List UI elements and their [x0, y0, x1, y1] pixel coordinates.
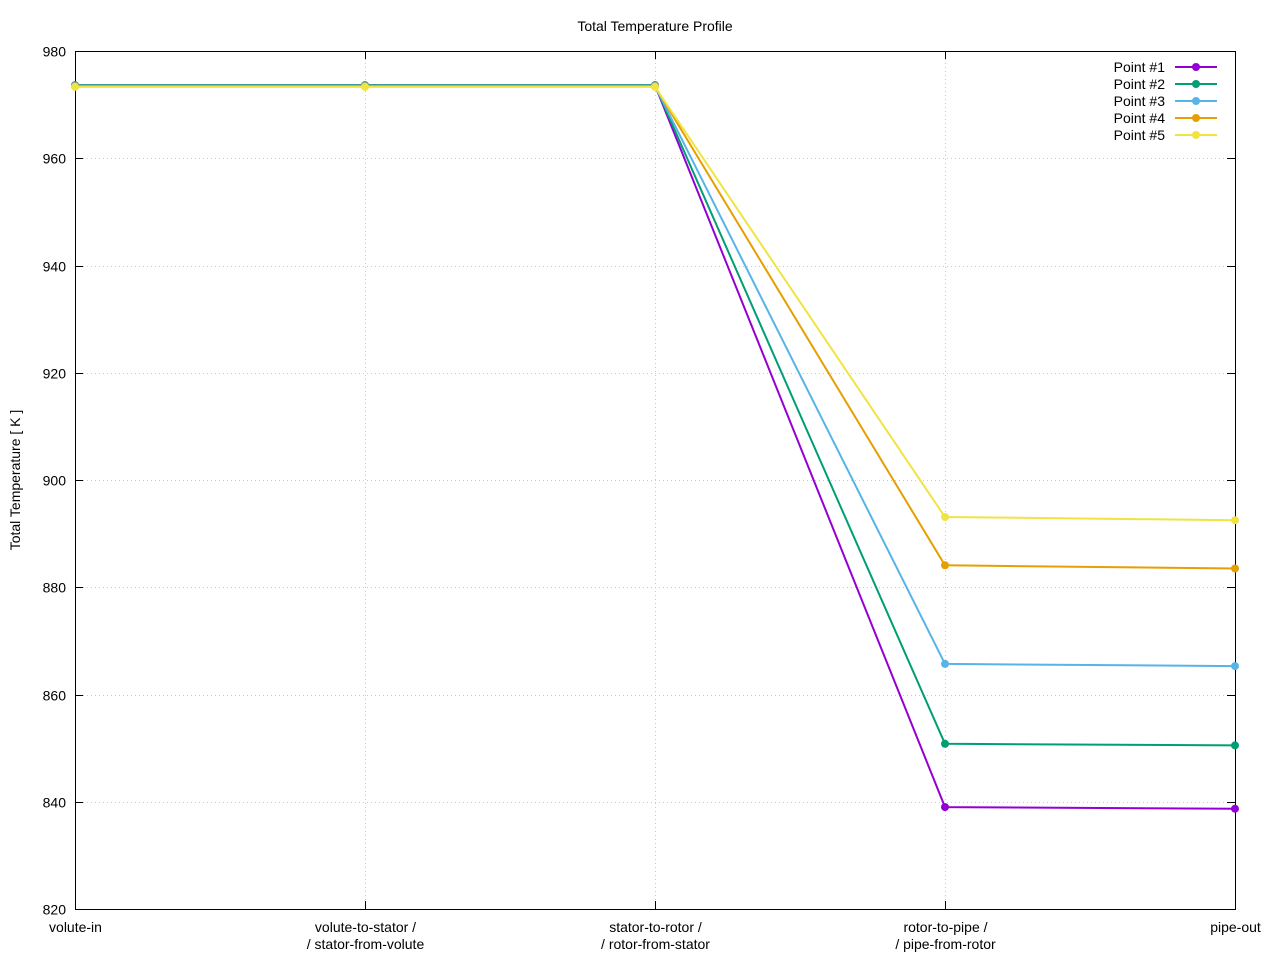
y-tick-label: 960 [43, 151, 67, 167]
legend-swatch-point [1192, 80, 1200, 88]
y-tick-label: 840 [43, 795, 67, 811]
y-tick-label: 900 [43, 473, 67, 489]
legend-swatch-point [1192, 114, 1200, 122]
y-axis-label: Total Temperature [ K ] [7, 410, 23, 551]
data-point [941, 659, 949, 668]
legend-swatch-point [1192, 131, 1200, 139]
legend-swatch-point [1192, 97, 1200, 105]
series-lines [71, 81, 1239, 813]
legend-swatch-point [1192, 63, 1200, 71]
data-point [1231, 804, 1239, 813]
data-point [1231, 741, 1239, 750]
y-tick-label: 860 [43, 688, 67, 704]
data-point [1231, 564, 1239, 573]
axis-ticks [75, 51, 1236, 910]
x-tick-label: pipe-out [1210, 919, 1261, 935]
data-point [1231, 516, 1239, 525]
data-point [941, 513, 949, 521]
data-point [651, 82, 659, 91]
legend-label: Point #3 [1114, 93, 1166, 109]
x-tick-label: volute-to-stator / [315, 919, 416, 935]
y-tick-label: 880 [43, 580, 67, 596]
data-point [941, 803, 949, 812]
legend-label: Point #4 [1114, 110, 1166, 126]
y-tick-label: 980 [43, 44, 67, 60]
data-point [941, 561, 949, 570]
y-tick-label: 820 [43, 902, 67, 918]
x-tick-label: / pipe-from-rotor [895, 936, 996, 952]
x-tick-label: rotor-to-pipe / [903, 919, 987, 935]
chart-title: Total Temperature Profile [577, 18, 733, 34]
series-5 [71, 82, 1239, 525]
data-point [941, 739, 949, 748]
x-tick-label: stator-to-rotor / [609, 919, 702, 935]
data-point [71, 82, 79, 91]
x-tick-label: / stator-from-volute [307, 936, 425, 952]
grid-lines [75, 51, 1235, 909]
y-tick-label: 940 [43, 259, 67, 275]
x-tick-label: / rotor-from-stator [601, 936, 710, 952]
data-point [1231, 662, 1239, 671]
y-tick-label: 920 [43, 366, 67, 382]
data-point [361, 82, 369, 91]
tick-labels: 820 840 860 880 900 920 940 960 980 volute-in volu… [43, 44, 1261, 953]
legend-label: Point #1 [1114, 59, 1166, 75]
legend-label: Point #2 [1114, 76, 1166, 92]
legend-label: Point #5 [1114, 127, 1166, 143]
x-tick-label: volute-in [49, 919, 102, 935]
